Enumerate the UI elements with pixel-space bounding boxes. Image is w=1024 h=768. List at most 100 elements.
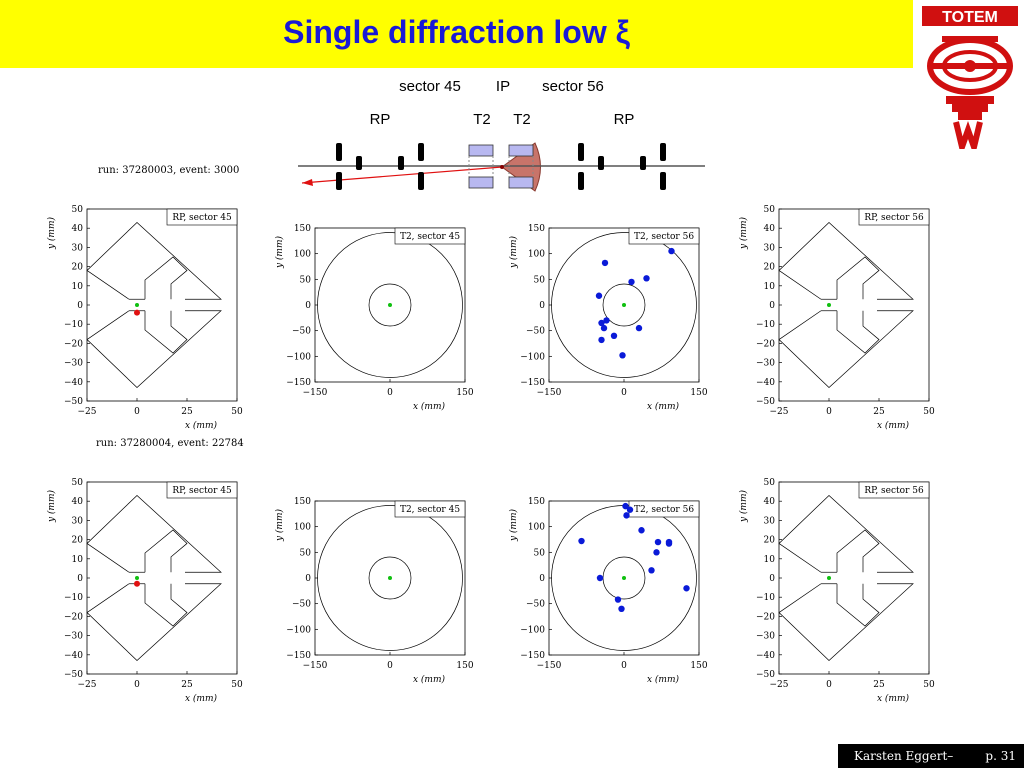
- plot-label: T2, sector 56: [634, 505, 694, 515]
- plot-label-box: [858, 208, 930, 226]
- x-axis-label: x (mm): [413, 401, 446, 412]
- y-tick-label: −10: [756, 593, 775, 603]
- y-tick-label: 100: [294, 250, 311, 260]
- y-tick-label: −20: [64, 339, 83, 349]
- hit-point: [601, 259, 609, 267]
- slide-title: Single diffraction low ξ: [283, 14, 630, 50]
- y-tick-label: 50: [72, 205, 84, 215]
- x-axis-label: x (mm): [877, 693, 910, 704]
- y-tick-label: 50: [534, 548, 546, 558]
- x-tick-label: 50: [923, 680, 935, 690]
- y-tick-label: −50: [292, 327, 311, 337]
- totem-logo: TOTEM: [922, 6, 1018, 149]
- x-tick-label: 0: [387, 661, 393, 671]
- x-tick-label: 0: [621, 388, 627, 398]
- x-axis-label: x (mm): [413, 674, 446, 685]
- y-axis-label: y (mm): [274, 236, 285, 270]
- hit-point: [628, 278, 635, 286]
- footer-bar: Karsten Eggert– p. 31: [838, 744, 1024, 768]
- y-tick-label: 30: [72, 516, 84, 526]
- x-tick-label: −150: [537, 388, 562, 398]
- t2-left-label: T2: [473, 111, 491, 128]
- x-tick-label: 150: [690, 388, 707, 398]
- x-tick-label: −25: [770, 680, 789, 690]
- y-tick-label: 0: [77, 574, 83, 584]
- y-axis-label: y (mm): [46, 490, 57, 524]
- detector-outline: [778, 221, 914, 389]
- y-tick-label: 0: [305, 301, 311, 311]
- y-tick-label: 100: [528, 250, 545, 260]
- plot-label: T2, sector 45: [400, 232, 460, 242]
- hit-point: [598, 319, 605, 327]
- plot-t2-sector-56-event-2: −150 0 150 150 100 50 0 −50 −100 −150 x (mm) y (mm)…: [508, 497, 708, 685]
- plot-label-box: [166, 208, 238, 226]
- y-tick-label: 0: [539, 574, 545, 584]
- x-axis-label: x (mm): [185, 420, 218, 431]
- y-tick-label: −40: [64, 378, 83, 388]
- y-tick-label: −30: [64, 632, 83, 642]
- x-tick-label: −150: [537, 661, 562, 671]
- y-tick-label: 20: [72, 263, 84, 273]
- plot-label: RP, sector 45: [172, 213, 232, 223]
- y-tick-label: 10: [72, 282, 84, 292]
- x-tick-label: 0: [621, 661, 627, 671]
- y-tick-label: −40: [756, 651, 775, 661]
- y-tick-label: −100: [286, 352, 311, 362]
- plot-rp-sector-56-event-1: −25 0 25 50 50 40 30 20 10 0 −10 −20 −30 −40 −50 x (mm)…: [738, 205, 935, 431]
- y-axis-label: y (mm): [738, 490, 749, 524]
- y-tick-label: −100: [520, 625, 545, 635]
- y-tick-label: −50: [64, 397, 83, 407]
- x-tick-label: 50: [923, 407, 935, 417]
- y-tick-label: 100: [528, 523, 545, 533]
- hit-point: [654, 538, 662, 546]
- y-tick-label: −40: [64, 651, 83, 661]
- y-tick-label: 40: [72, 497, 84, 507]
- logo-text: TOTEM: [942, 9, 998, 26]
- hit-point: [623, 512, 630, 519]
- y-tick-label: −100: [520, 352, 545, 362]
- footer-page-number: p. 31: [985, 749, 1016, 763]
- beam-center-marker: [827, 576, 831, 580]
- hit-point: [618, 605, 625, 612]
- y-tick-label: 10: [764, 555, 776, 565]
- beam-center-marker: [388, 303, 392, 307]
- y-tick-label: 30: [764, 516, 776, 526]
- y-tick-label: 40: [72, 224, 84, 234]
- hit-point: [653, 549, 660, 556]
- y-tick-label: 10: [764, 282, 776, 292]
- y-tick-label: −30: [756, 632, 775, 642]
- x-axis-label: x (mm): [647, 674, 680, 685]
- plot-t2-sector-45-event-2: −150 0 150 150 100 50 0 −50 −100 −150 x (mm) y (mm)…: [274, 497, 474, 685]
- y-tick-label: −10: [64, 320, 83, 330]
- plot-frame: [86, 481, 238, 675]
- plot-frame: [86, 208, 238, 402]
- y-tick-label: 50: [72, 478, 84, 488]
- x-tick-label: −150: [303, 661, 328, 671]
- plot-label-box: [628, 227, 700, 245]
- plot-frame: [778, 208, 930, 402]
- y-tick-label: 0: [539, 301, 545, 311]
- hit-point: [600, 324, 608, 332]
- y-tick-label: −150: [520, 378, 545, 388]
- y-axis-label: y (mm): [508, 236, 519, 270]
- y-axis-label: y (mm): [738, 217, 749, 251]
- x-tick-label: 25: [181, 680, 193, 690]
- hit-point: [610, 332, 618, 339]
- y-tick-label: −50: [526, 327, 545, 337]
- y-tick-label: 50: [534, 275, 546, 285]
- x-tick-label: −25: [78, 407, 97, 417]
- hit-point: [619, 352, 626, 359]
- plot-label: T2, sector 45: [400, 505, 460, 515]
- x-axis-label: x (mm): [185, 693, 218, 704]
- y-tick-label: −50: [756, 670, 775, 680]
- y-tick-label: 30: [764, 243, 776, 253]
- x-tick-label: 25: [181, 407, 193, 417]
- y-tick-label: 50: [764, 205, 776, 215]
- y-tick-label: 100: [294, 523, 311, 533]
- x-tick-label: 0: [826, 407, 832, 417]
- y-axis-label: y (mm): [508, 509, 519, 543]
- y-axis-label: y (mm): [46, 217, 57, 251]
- detector-outline: [778, 494, 914, 662]
- beam-center-marker: [135, 303, 139, 307]
- y-tick-label: 20: [72, 536, 84, 546]
